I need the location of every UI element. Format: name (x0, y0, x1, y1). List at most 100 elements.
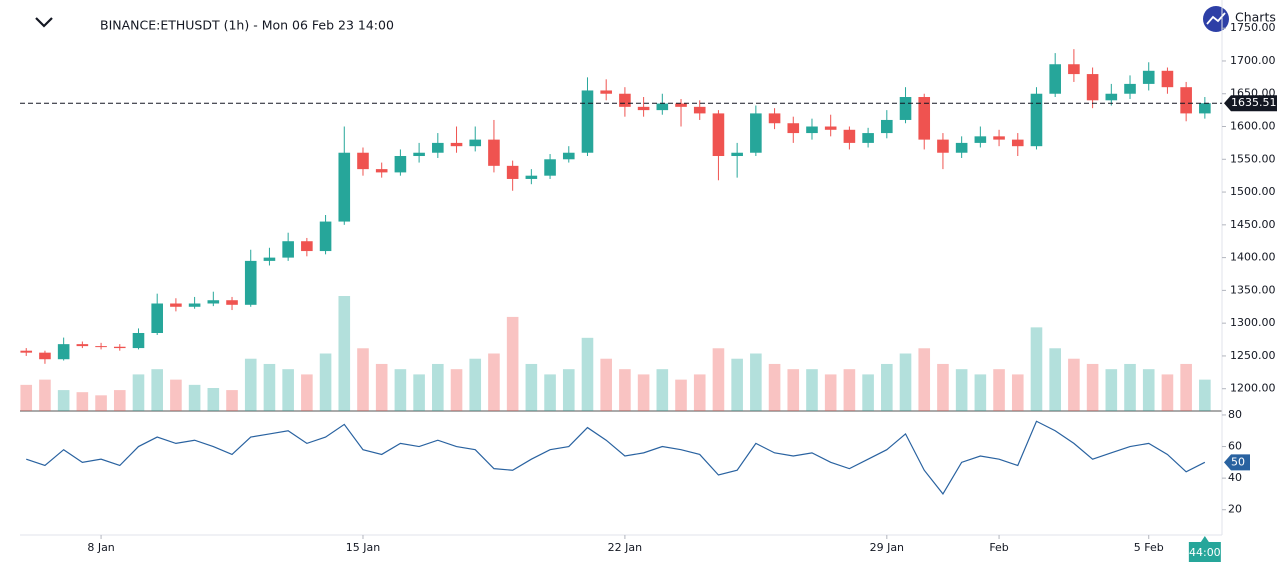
volume-bar (787, 369, 800, 411)
candle-body (450, 142, 463, 147)
volume-bar (768, 363, 781, 411)
volume-bar (394, 369, 407, 411)
candle-body (244, 260, 257, 305)
candle-body (1180, 87, 1192, 114)
y-tick-label: 1200.00 (1230, 382, 1276, 395)
volume-bar (1180, 363, 1192, 411)
candle-body (862, 133, 874, 143)
x-tick-label: 8 Jan (87, 541, 114, 554)
candle-body (899, 97, 912, 120)
volume-bar (263, 363, 276, 411)
volume-bar (581, 337, 594, 411)
rsi-value-label: 50 (1231, 455, 1245, 468)
candle-body (806, 126, 818, 134)
volume-bar (20, 384, 33, 411)
candle-body (974, 136, 987, 143)
countdown-badge (1188, 536, 1221, 562)
x-tick-label: 5 Feb (1134, 541, 1164, 554)
volume-bar (993, 369, 1005, 411)
candle-body (637, 106, 650, 111)
candle-body (693, 106, 706, 114)
volume-bar (357, 348, 369, 411)
volume-bar (619, 369, 631, 411)
candle-body (600, 90, 612, 94)
rsi-badge (1224, 454, 1250, 471)
volume-bar (338, 296, 351, 411)
volume-bar (1049, 348, 1061, 411)
candle-body (843, 129, 856, 143)
volume-bar (1199, 379, 1211, 411)
candle-body (357, 152, 369, 170)
volume-bar (1030, 327, 1043, 411)
candle-body (787, 123, 800, 134)
candle-body (432, 142, 444, 153)
candle-body (562, 152, 575, 160)
volume-bar (712, 348, 725, 411)
volume-bar (600, 358, 612, 411)
candle-body (95, 346, 107, 348)
volume-bar (488, 353, 500, 411)
volume-bar (544, 374, 556, 411)
volume-bar (918, 348, 931, 411)
candle-body (881, 119, 893, 134)
candle-body (132, 332, 145, 349)
volume-bar (1086, 363, 1099, 411)
volume-bar (525, 363, 538, 411)
candle-body (581, 90, 594, 153)
candle-body (375, 169, 388, 173)
countdown-label: 44:00 (1189, 546, 1221, 559)
last-price-badge (1224, 95, 1277, 112)
candle-body (469, 139, 482, 147)
last-price-label: 1635.51 (1231, 96, 1277, 109)
x-tick-label: 29 Jan (870, 541, 904, 554)
candle-body (1124, 83, 1136, 94)
volume-bar (413, 374, 425, 411)
candle-body (1011, 139, 1024, 147)
y-tick-label: 1700.00 (1230, 54, 1276, 67)
volume-bar (1124, 363, 1136, 411)
volume-bar (226, 390, 238, 411)
candle-body (151, 303, 163, 333)
x-tick-label: 22 Jan (608, 541, 642, 554)
candle-body (394, 156, 407, 173)
volume-bar (843, 369, 856, 411)
volume-bar (937, 363, 949, 411)
y-tick-label: 1350.00 (1230, 283, 1276, 296)
volume-bar (188, 384, 201, 411)
candle-body (656, 103, 669, 111)
volume-bar (170, 379, 182, 411)
candle-body (488, 139, 500, 166)
candle-body (955, 142, 968, 153)
volume-bar (244, 358, 257, 411)
volume-bar (862, 374, 874, 411)
y-tick-label: 1750.00 (1230, 21, 1276, 34)
collapse-chevron[interactable] (35, 17, 53, 28)
volume-bar (1161, 374, 1174, 411)
volume-bar (693, 374, 706, 411)
volume-bar (113, 390, 126, 411)
volume-bar (750, 353, 762, 411)
y-tick-label: 1250.00 (1230, 349, 1276, 362)
candle-body (544, 159, 556, 176)
y-tick-label: 1300.00 (1230, 316, 1276, 329)
volume-bar (1068, 358, 1080, 411)
x-tick-label: Feb (989, 541, 1008, 554)
volume-bar (806, 369, 818, 411)
candle-body (750, 113, 762, 153)
volume-bar (731, 358, 743, 411)
candle-body (1030, 93, 1043, 147)
candle-body (263, 257, 276, 261)
volume-bar (432, 363, 444, 411)
x-tick-label: 15 Jan (346, 541, 380, 554)
volume-bar (1011, 374, 1024, 411)
candle-body (1161, 70, 1174, 88)
volume-bar (899, 353, 912, 411)
candle-body (301, 241, 313, 252)
candle-body (113, 346, 126, 349)
candle-body (1105, 93, 1118, 101)
volume-bar (881, 363, 893, 411)
y-tick-label: 1600.00 (1230, 120, 1276, 133)
candle-body (413, 152, 425, 157)
candle-body (226, 300, 238, 305)
